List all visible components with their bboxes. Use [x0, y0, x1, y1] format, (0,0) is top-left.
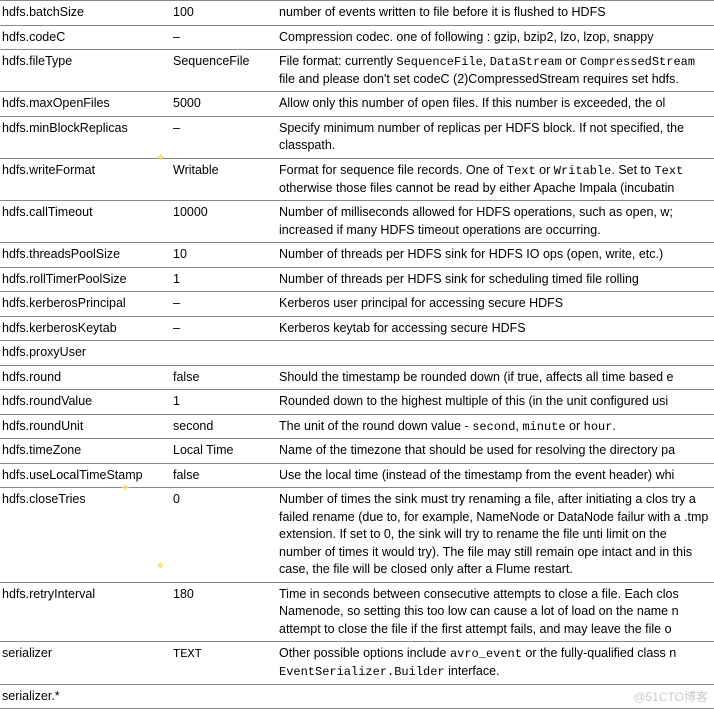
- property-name: hdfs.timeZone: [0, 439, 171, 464]
- property-default: –: [171, 116, 277, 158]
- property-default: 10000: [171, 201, 277, 243]
- table-row: hdfs.closeTries0Number of times the sink…: [0, 488, 714, 583]
- table-row: hdfs.roundfalseShould the timestamp be r…: [0, 365, 714, 390]
- property-default: 0: [171, 488, 277, 583]
- property-name: hdfs.writeFormat: [0, 158, 171, 200]
- property-description: Number of times the sink must try renami…: [277, 488, 714, 583]
- property-description: Number of threads per HDFS sink for sche…: [277, 267, 714, 292]
- table-row: hdfs.roundValue1Rounded down to the high…: [0, 390, 714, 415]
- table-row: hdfs.kerberosPrincipal–Kerberos user pri…: [0, 292, 714, 317]
- property-description: [277, 684, 714, 709]
- property-default: –: [171, 316, 277, 341]
- property-description: Use the local time (instead of the times…: [277, 463, 714, 488]
- table-row: hdfs.fileTypeSequenceFileFile format: cu…: [0, 50, 714, 92]
- property-name: hdfs.retryInterval: [0, 582, 171, 642]
- property-description: [277, 341, 714, 366]
- property-name: hdfs.maxOpenFiles: [0, 92, 171, 117]
- table-row: hdfs.codeC–Compression codec. one of fol…: [0, 25, 714, 50]
- property-default: false: [171, 463, 277, 488]
- property-default: Local Time: [171, 439, 277, 464]
- properties-table: hdfs.batchSize100number of events writte…: [0, 0, 714, 709]
- property-name: hdfs.kerberosKeytab: [0, 316, 171, 341]
- table-row: serializerTEXTOther possible options inc…: [0, 642, 714, 685]
- property-description: Should the timestamp be rounded down (if…: [277, 365, 714, 390]
- property-description: Format for sequence file records. One of…: [277, 158, 714, 200]
- table-row: hdfs.timeZoneLocal TimeName of the timez…: [0, 439, 714, 464]
- property-default: false: [171, 365, 277, 390]
- property-description: Compression codec. one of following : gz…: [277, 25, 714, 50]
- property-default: 5000: [171, 92, 277, 117]
- property-name: hdfs.closeTries: [0, 488, 171, 583]
- property-description: Kerberos keytab for accessing secure HDF…: [277, 316, 714, 341]
- property-name: hdfs.threadsPoolSize: [0, 243, 171, 268]
- table-row: hdfs.proxyUser: [0, 341, 714, 366]
- table-row: hdfs.roundUnitsecondThe unit of the roun…: [0, 414, 714, 439]
- table-row: hdfs.writeFormatWritableFormat for seque…: [0, 158, 714, 200]
- table-row: serializer.*: [0, 684, 714, 709]
- table-row: hdfs.maxOpenFiles5000Allow only this num…: [0, 92, 714, 117]
- property-default: second: [171, 414, 277, 439]
- property-default: –: [171, 292, 277, 317]
- property-name: hdfs.codeC: [0, 25, 171, 50]
- table-row: hdfs.retryInterval180Time in seconds bet…: [0, 582, 714, 642]
- table-row: hdfs.kerberosKeytab–Kerberos keytab for …: [0, 316, 714, 341]
- property-name: hdfs.useLocalTimeStamp: [0, 463, 171, 488]
- property-description: Rounded down to the highest multiple of …: [277, 390, 714, 415]
- property-default: –: [171, 25, 277, 50]
- property-name: hdfs.roundUnit: [0, 414, 171, 439]
- property-default: Writable: [171, 158, 277, 200]
- property-name: hdfs.rollTimerPoolSize: [0, 267, 171, 292]
- property-name: serializer.*: [0, 684, 171, 709]
- property-name: hdfs.roundValue: [0, 390, 171, 415]
- property-name: hdfs.fileType: [0, 50, 171, 92]
- property-description: number of events written to file before …: [277, 1, 714, 26]
- table-row: hdfs.minBlockReplicas–Specify minimum nu…: [0, 116, 714, 158]
- table-row: hdfs.callTimeout10000Number of milliseco…: [0, 201, 714, 243]
- property-default: 100: [171, 1, 277, 26]
- property-name: hdfs.callTimeout: [0, 201, 171, 243]
- property-description: Specify minimum number of replicas per H…: [277, 116, 714, 158]
- property-description: The unit of the round down value - secon…: [277, 414, 714, 439]
- property-name: hdfs.round: [0, 365, 171, 390]
- property-default: 10: [171, 243, 277, 268]
- property-default: TEXT: [171, 642, 277, 685]
- property-description: File format: currently SequenceFile, Dat…: [277, 50, 714, 92]
- property-description: Number of threads per HDFS sink for HDFS…: [277, 243, 714, 268]
- property-name: hdfs.minBlockReplicas: [0, 116, 171, 158]
- property-name: serializer: [0, 642, 171, 685]
- property-description: Number of milliseconds allowed for HDFS …: [277, 201, 714, 243]
- property-name: hdfs.kerberosPrincipal: [0, 292, 171, 317]
- table-row: hdfs.threadsPoolSize10Number of threads …: [0, 243, 714, 268]
- property-description: Other possible options include avro_even…: [277, 642, 714, 685]
- property-description: Allow only this number of open files. If…: [277, 92, 714, 117]
- property-default: [171, 684, 277, 709]
- table-row: hdfs.batchSize100number of events writte…: [0, 1, 714, 26]
- property-description: Kerberos user principal for accessing se…: [277, 292, 714, 317]
- table-row: hdfs.rollTimerPoolSize1Number of threads…: [0, 267, 714, 292]
- property-default: [171, 341, 277, 366]
- property-default: 1: [171, 390, 277, 415]
- property-name: hdfs.batchSize: [0, 1, 171, 26]
- property-description: Time in seconds between consecutive atte…: [277, 582, 714, 642]
- table-row: hdfs.useLocalTimeStampfalseUse the local…: [0, 463, 714, 488]
- property-default: SequenceFile: [171, 50, 277, 92]
- property-name: hdfs.proxyUser: [0, 341, 171, 366]
- property-default: 1: [171, 267, 277, 292]
- property-default: 180: [171, 582, 277, 642]
- property-description: Name of the timezone that should be used…: [277, 439, 714, 464]
